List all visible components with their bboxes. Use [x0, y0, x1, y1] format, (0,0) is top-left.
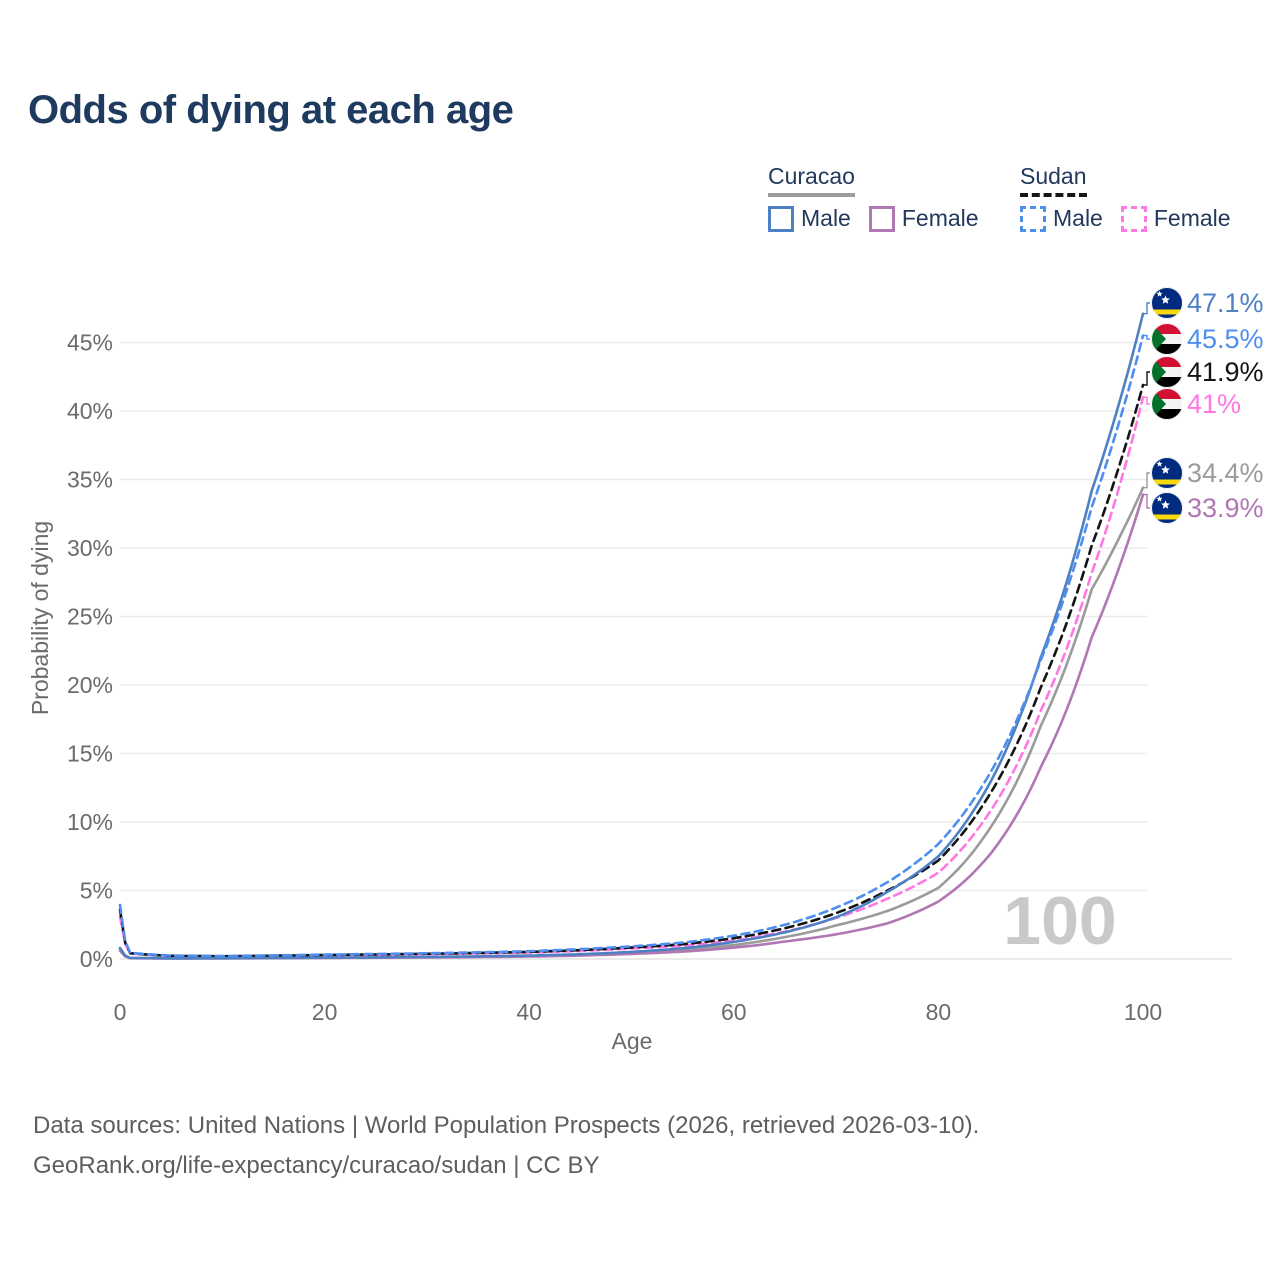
series-line-sudan-total[interactable]: [118, 383, 1145, 958]
y-axis-title: Probability of dying: [27, 521, 53, 715]
page-title: Odds of dying at each age: [28, 88, 514, 132]
series-line-curacao-male[interactable]: [118, 312, 1145, 960]
x-tick-label: 80: [926, 999, 952, 1025]
legend-title-sudan: Sudan: [1020, 163, 1087, 197]
legend-item-sudan-female[interactable]: Female: [1120, 205, 1231, 232]
y-tick-label: 5%: [80, 878, 113, 904]
end-label-curacao-total[interactable]: 34.4%: [1151, 457, 1264, 489]
y-tick-label: 35%: [67, 467, 113, 493]
end-label-sudan-female[interactable]: 41%: [1151, 388, 1241, 420]
series-line-sudan-female[interactable]: [118, 396, 1145, 958]
age-watermark: 100: [1003, 883, 1116, 959]
y-tick-label: 30%: [67, 535, 113, 561]
end-label-sudan-total[interactable]: 41.9%: [1151, 356, 1264, 388]
curacao-male-swatch-icon: [768, 205, 794, 232]
end-label-curacao-female[interactable]: 33.9%: [1151, 492, 1264, 524]
data-source-footer: Data sources: United Nations | World Pop…: [33, 1106, 979, 1186]
legend-group-sudan: Sudan Male Female: [1020, 163, 1231, 232]
end-label-sudan-male[interactable]: 45.5%: [1151, 323, 1264, 355]
series-line-sudan-male[interactable]: [118, 334, 1145, 958]
legend-title-curacao: Curacao: [768, 163, 855, 197]
legend-item-curacao-female[interactable]: Female: [868, 205, 979, 232]
legend-label-curacao-female: Female: [901, 205, 979, 231]
x-tick-label: 20: [312, 999, 338, 1025]
footer-attribution-line: GeoRank.org/life-expectancy/curacao/suda…: [33, 1152, 600, 1179]
end-label-value: 33.9%: [1187, 493, 1264, 523]
end-label-connector: [1143, 472, 1150, 489]
sudan-flag-icon: [1151, 356, 1183, 388]
sudan-flag-icon: [1151, 323, 1183, 355]
x-tick-label: 40: [516, 999, 542, 1025]
end-label-connector: [1143, 334, 1150, 340]
end-label-value: 34.4%: [1187, 458, 1264, 488]
curacao-female-swatch-icon: [868, 205, 895, 232]
legend-item-curacao-male[interactable]: Male: [768, 205, 851, 232]
legend-label-sudan-male: Male: [1053, 205, 1103, 231]
sudan-flag-icon: [1151, 388, 1183, 420]
sudan-male-swatch-icon: [1020, 205, 1046, 232]
end-label-value: 41.9%: [1187, 357, 1264, 387]
legend-group-curacao: Curacao Male Female: [768, 163, 979, 232]
series-line-curacao-total[interactable]: [118, 486, 1145, 960]
end-label-curacao-male[interactable]: 47.1%: [1151, 287, 1264, 319]
y-tick-label: 0%: [80, 946, 113, 972]
end-label-connector: [1143, 371, 1150, 386]
end-label-value: 47.1%: [1187, 288, 1264, 318]
curacao-flag-icon: [1151, 492, 1183, 524]
footer-sources-line: Data sources: United Nations | World Pop…: [33, 1112, 980, 1139]
y-tick-label: 15%: [67, 741, 113, 767]
end-label-value: 45.5%: [1187, 324, 1264, 354]
y-tick-label: 45%: [67, 330, 113, 356]
legend-item-sudan-male[interactable]: Male: [1020, 205, 1103, 232]
series-line-curacao-female[interactable]: [118, 493, 1145, 960]
end-label-connector: [1143, 302, 1150, 315]
legend-label-curacao-male: Male: [801, 205, 851, 231]
curacao-flag-icon: [1151, 287, 1183, 319]
end-label-connector: [1143, 396, 1150, 405]
end-label-connector: [1143, 493, 1150, 509]
y-tick-label: 40%: [67, 398, 113, 424]
end-label-value: 41%: [1187, 389, 1241, 419]
x-axis-title: Age: [612, 1028, 653, 1054]
x-tick-label: 60: [721, 999, 747, 1025]
y-tick-label: 10%: [67, 809, 113, 835]
legend-label-sudan-female: Female: [1153, 205, 1231, 231]
x-tick-label: 100: [1124, 999, 1162, 1025]
curacao-flag-icon: [1151, 457, 1183, 489]
y-tick-label: 20%: [67, 672, 113, 698]
y-tick-label: 25%: [67, 604, 113, 630]
sudan-female-swatch-icon: [1120, 205, 1147, 232]
x-tick-label: 0: [114, 999, 127, 1025]
